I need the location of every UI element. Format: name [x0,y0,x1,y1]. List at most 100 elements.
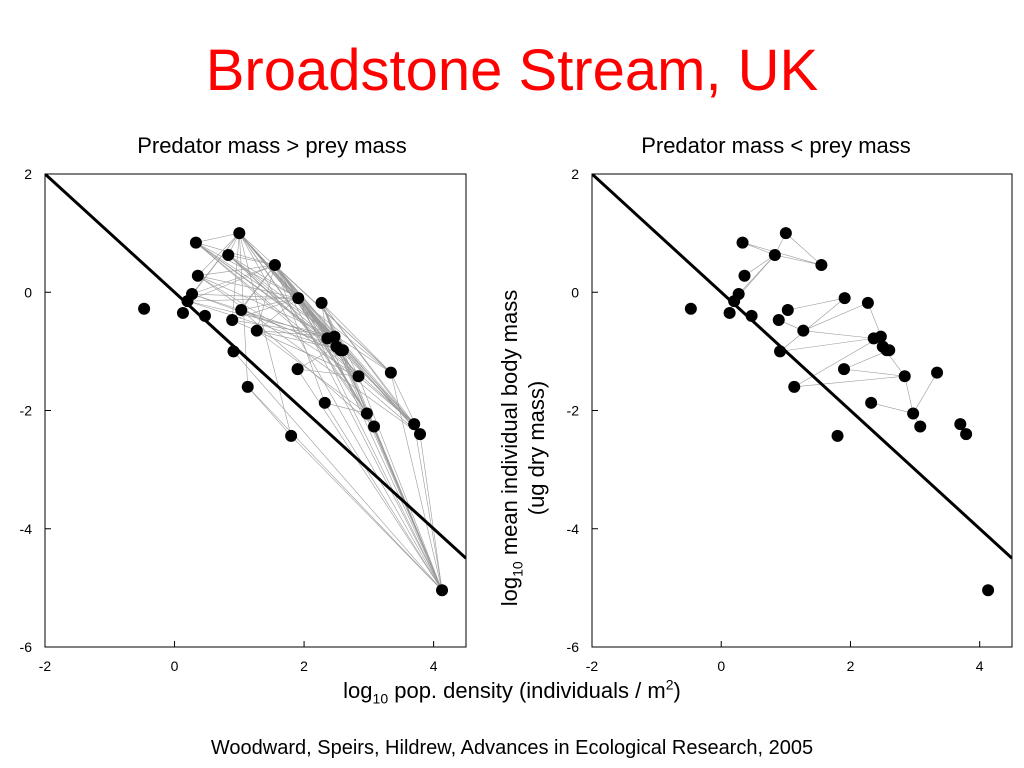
trophic-links [187,232,443,591]
trophic-link [197,275,299,299]
trophic-link [843,368,905,377]
species-point [291,363,304,376]
trophic-link [241,309,341,351]
trophic-link [779,297,845,352]
trophic-link [241,309,328,339]
species-point [138,302,151,315]
trophic-link [274,264,443,591]
citation: Woodward, Speirs, Hildrew, Advances in E… [210,737,814,759]
species-point [191,269,204,282]
species-point [352,370,365,383]
species-point [384,366,397,379]
trophic-link [228,254,335,337]
trophic-link [274,264,392,373]
species-point [861,296,874,309]
y-tick-label: 2 [571,166,579,182]
reference-line [592,174,1012,560]
x-tick-label: -2 [39,658,52,674]
panel-title-left: Predator mass > prey mass [137,133,407,158]
species-point [781,303,794,316]
trophic-link [803,302,869,331]
species-point [774,345,787,358]
trophic-link [787,297,845,311]
y-tick-label: -6 [20,639,33,655]
species-point [318,396,331,409]
x-tick-label: 2 [300,658,308,674]
species-point [328,330,341,343]
species-point [235,303,248,316]
trophic-link [390,372,443,591]
trophic-link [298,297,415,425]
trophic-link [256,264,276,331]
species-point [315,296,328,309]
y-tick-label: -2 [20,403,33,419]
trophic-link [297,298,375,427]
plot-frame-left [44,173,467,648]
plot-area-right [592,174,1012,597]
trophic-link [774,254,822,266]
trophic-link [228,254,415,425]
trophic-link [324,402,367,414]
slide-title: Broadstone Stream, UK [205,38,819,103]
trophic-link [321,302,359,377]
trophic-link [256,330,368,414]
species-point [233,227,246,240]
y-axis-label-line1: log10 mean individual body mass [497,289,526,607]
species-point [189,236,202,249]
trophic-link [232,297,299,321]
species-point [250,324,263,337]
x-axis-label: log10 pop. density (individuals / m2) [343,676,681,707]
trophic-link [297,346,337,370]
reference-line [45,174,466,560]
trophic-link [336,346,443,591]
x-tick-label: 4 [430,658,438,674]
trophic-link [342,349,421,435]
trophic-link [321,302,421,435]
x-tick-label: 2 [847,658,855,674]
species-point [874,330,887,343]
species-point [408,418,421,431]
species-point [268,259,281,272]
species-point [241,380,254,393]
trophic-link [187,300,335,337]
species-point [336,344,349,357]
trophic-link [241,297,299,311]
trophic-link [187,297,299,302]
species-points [138,227,449,597]
species-point [360,407,373,420]
trophic-link [256,330,344,351]
y-axis-label-line2: (ug dry mass) [524,380,549,516]
trophic-link [195,242,337,347]
trophic-link [904,376,914,414]
trophic-link [256,330,335,337]
species-point [788,380,801,393]
species-point [831,429,844,442]
x-tick-label: 0 [171,658,179,674]
species-point [914,420,927,433]
trophic-link [197,275,359,377]
trophic-link [785,232,822,266]
species-point [684,302,697,315]
x-tick-label: 0 [717,658,725,674]
trophic-link [195,242,392,373]
species-point [723,306,736,319]
y-tick-label: 0 [24,284,32,300]
species-point [883,344,896,357]
trophic-link [195,232,240,243]
trophic-link [413,424,443,591]
trophic-link [779,338,874,352]
trophic-link [373,426,443,591]
species-point [226,314,239,327]
species-point [838,363,850,376]
species-point [815,259,828,272]
species-point [898,370,911,383]
trophic-link [191,264,276,295]
species-point [222,249,235,262]
trophic-link [794,336,881,388]
chart-panel-left: 2 0 -2 -4 -6 -2 0 2 4 [20,166,467,674]
trophic-link [233,351,443,591]
species-point [436,584,449,597]
species-point [186,288,199,301]
y-tick-label: -4 [567,521,580,537]
species-point [285,429,298,442]
